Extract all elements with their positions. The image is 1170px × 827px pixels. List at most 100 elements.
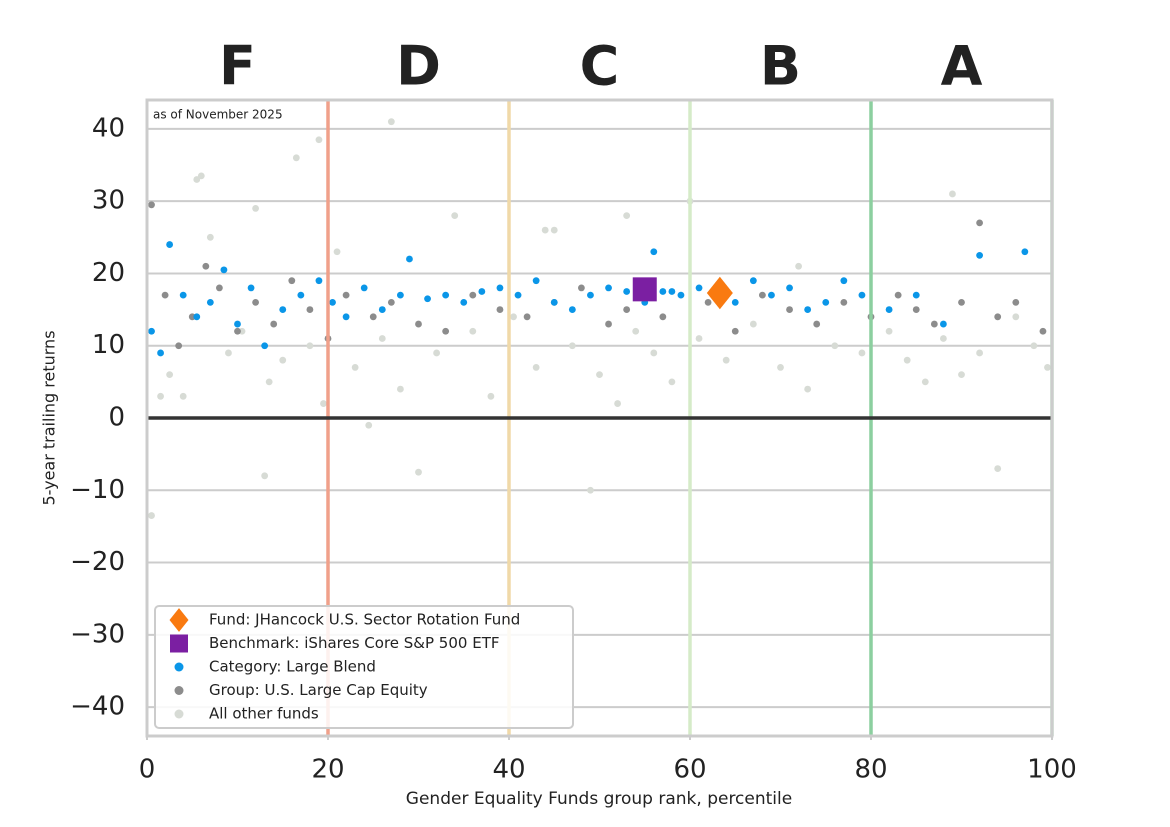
- grade-label: F: [219, 35, 256, 98]
- point: [279, 356, 287, 364]
- point: [614, 400, 621, 407]
- point: [912, 306, 920, 313]
- point: [193, 176, 201, 183]
- point: [288, 277, 296, 285]
- point: [342, 291, 350, 299]
- point: [813, 320, 821, 328]
- point: [306, 306, 314, 313]
- x-tick-label: 20: [311, 755, 344, 785]
- legend: Fund: JHancock U.S. Sector Rotation Fund…: [154, 605, 574, 729]
- point: [695, 335, 703, 342]
- point: [623, 212, 631, 220]
- x-axis-label: Gender Equality Funds group rank, percen…: [406, 789, 792, 809]
- point: [460, 298, 468, 306]
- point: [804, 385, 812, 393]
- point: [1021, 248, 1029, 256]
- y-tick-label: 20: [92, 258, 125, 288]
- point: [487, 392, 495, 400]
- y-tick-label: −10: [70, 475, 125, 505]
- point: [179, 291, 187, 299]
- legend-box: [154, 605, 574, 729]
- point: [623, 288, 631, 295]
- point: [659, 288, 667, 295]
- point: [514, 291, 522, 299]
- legend-label: Fund: JHancock U.S. Sector Rotation Fund: [209, 611, 520, 629]
- point: [795, 262, 802, 270]
- grade-label: B: [760, 35, 801, 98]
- point: [369, 313, 377, 321]
- point: [1012, 298, 1020, 306]
- point: [148, 327, 155, 335]
- point: [320, 400, 327, 407]
- point: [668, 378, 676, 386]
- point: [157, 392, 164, 400]
- point: [623, 306, 631, 313]
- point: [179, 392, 187, 400]
- point: [315, 136, 323, 144]
- point: [958, 298, 965, 306]
- legend-label: Group: U.S. Large Cap Equity: [209, 681, 428, 699]
- point: [976, 219, 983, 227]
- point: [197, 172, 205, 180]
- point: [650, 248, 658, 256]
- point: [759, 291, 766, 299]
- x-tick-label: 40: [492, 755, 525, 785]
- point: [1044, 364, 1051, 371]
- point: [424, 295, 431, 303]
- point: [677, 291, 685, 299]
- point: [650, 349, 658, 357]
- point: [632, 327, 640, 335]
- point: [605, 320, 612, 328]
- point: [174, 709, 184, 719]
- point: [523, 313, 531, 321]
- x-tick-label: 80: [854, 755, 887, 785]
- grade-label: D: [396, 35, 441, 98]
- point: [568, 342, 576, 350]
- y-tick-label: 0: [108, 403, 125, 433]
- point: [415, 468, 422, 476]
- point: [731, 298, 739, 306]
- point: [659, 313, 667, 321]
- point: [270, 320, 278, 328]
- point: [265, 378, 273, 386]
- point: [329, 298, 336, 306]
- point: [234, 320, 241, 328]
- point: [894, 291, 902, 299]
- point: [550, 298, 558, 306]
- benchmark-marker: [170, 634, 188, 653]
- point: [175, 342, 183, 350]
- point: [433, 349, 440, 357]
- point: [578, 284, 585, 292]
- point: [858, 349, 866, 357]
- point: [731, 327, 739, 335]
- point: [148, 201, 155, 209]
- point: [496, 306, 504, 313]
- y-tick-label: −30: [70, 619, 125, 649]
- point: [157, 349, 164, 357]
- point: [777, 364, 784, 371]
- point: [360, 284, 368, 292]
- point: [397, 291, 404, 299]
- point: [587, 291, 594, 299]
- x-tick-label: 100: [1027, 755, 1077, 785]
- point: [193, 313, 201, 321]
- point: [958, 371, 965, 379]
- point: [166, 371, 174, 379]
- annotation: as of November 2025: [153, 108, 283, 122]
- point: [252, 298, 259, 306]
- point: [903, 356, 911, 364]
- grade-label: A: [941, 35, 983, 98]
- point: [478, 288, 486, 295]
- point: [202, 262, 210, 270]
- x-tick-label: 0: [139, 755, 156, 785]
- point: [704, 298, 712, 306]
- y-tick-label: 10: [92, 330, 125, 360]
- fund-marker: [706, 276, 733, 310]
- point: [605, 284, 612, 292]
- point: [912, 291, 920, 299]
- point: [234, 327, 241, 335]
- legend-label: Category: Large Blend: [209, 658, 376, 676]
- point: [568, 306, 576, 313]
- point: [940, 335, 947, 342]
- point: [804, 306, 812, 313]
